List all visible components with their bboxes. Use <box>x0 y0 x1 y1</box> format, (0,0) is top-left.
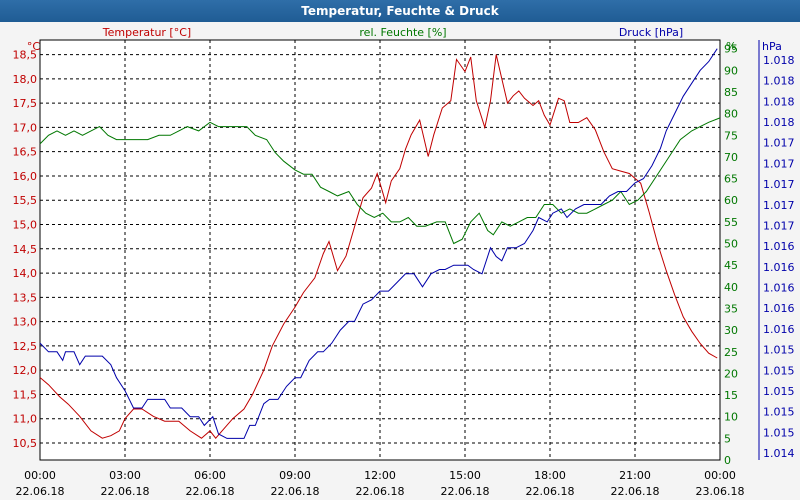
series-layer <box>39 48 721 439</box>
humidity-tick-label: 5 <box>724 432 731 445</box>
pressure-tick-label: 1.017 <box>763 219 795 232</box>
humidity-tick-label: 20 <box>724 367 738 380</box>
temp-tick-label: 18,0 <box>13 73 38 86</box>
pressure-tick-label: 1.018 <box>763 116 795 129</box>
x-tick-date: 22.06.18 <box>526 485 575 498</box>
x-tick-time: 15:00 <box>449 469 481 482</box>
humidity-tick-label: 40 <box>724 281 738 294</box>
humidity-tick-label: 10 <box>724 411 738 424</box>
legend-humidity: rel. Feuchte [%] <box>359 26 446 39</box>
temp-tick-label: 13,0 <box>13 316 38 329</box>
pressure-tick-label: 1.017 <box>763 178 795 191</box>
temp-tick-label: 16,5 <box>13 146 38 159</box>
series-line-humidity <box>39 117 721 245</box>
gridlines <box>40 40 720 460</box>
x-tick-time: 06:00 <box>194 469 226 482</box>
temp-tick-label: 18,5 <box>13 49 38 62</box>
humidity-tick-label: 0 <box>724 454 731 467</box>
x-tick-date: 22.06.18 <box>16 485 65 498</box>
humidity-tick-label: 15 <box>724 389 738 402</box>
pressure-tick-label: 1.018 <box>763 95 795 108</box>
pressure-tick-label: 1.016 <box>763 323 795 336</box>
x-tick-date: 22.06.18 <box>441 485 490 498</box>
humidity-tick-label: 80 <box>724 108 738 121</box>
temp-tick-label: 11,0 <box>13 413 38 426</box>
humidity-tick-label: 60 <box>724 194 738 207</box>
humidity-tick-label: 25 <box>724 346 738 359</box>
temp-unit: °C <box>27 40 41 53</box>
axis-labels: 00:00 22.06.18 03:00 22.06.18 06:00 22.06.18 0… <box>13 40 795 498</box>
x-tick-time: 21:00 <box>619 469 651 482</box>
humidity-tick-label: 65 <box>724 173 738 186</box>
legend-temperature: Temperatur [°C] <box>102 26 191 39</box>
chart: 00:00 22.06.18 03:00 22.06.18 06:00 22.06.18 0… <box>13 26 795 498</box>
humidity-tick-label: 90 <box>724 64 738 77</box>
temp-tick-label: 17,5 <box>13 97 38 110</box>
pressure-tick-label: 1.018 <box>763 54 795 67</box>
legend-pressure: Druck [hPa] <box>619 26 683 39</box>
temp-tick-label: 16,0 <box>13 170 38 183</box>
x-tick-time: 12:00 <box>364 469 396 482</box>
x-tick-date: 22.06.18 <box>611 485 660 498</box>
pressure-tick-label: 1.016 <box>763 282 795 295</box>
x-tick-date: 23.06.18 <box>696 485 745 498</box>
temp-tick-label: 14,0 <box>13 267 38 280</box>
pressure-tick-label: 1.017 <box>763 137 795 150</box>
x-tick-time: 18:00 <box>534 469 566 482</box>
humidity-tick-label: 95 <box>724 43 738 56</box>
pressure-tick-label: 1.014 <box>763 447 795 460</box>
x-tick-time: 00:00 <box>704 469 736 482</box>
temp-tick-label: 15,0 <box>13 219 38 232</box>
pressure-unit: hPa <box>762 40 782 53</box>
x-tick-date: 22.06.18 <box>271 485 320 498</box>
x-tick-time: 00:00 <box>24 469 56 482</box>
pressure-tick-label: 1.016 <box>763 261 795 274</box>
x-tick-time: 09:00 <box>279 469 311 482</box>
humidity-tick-label: 45 <box>724 259 738 272</box>
humidity-tick-label: 35 <box>724 302 738 315</box>
temp-tick-label: 11,5 <box>13 388 38 401</box>
pressure-tick-label: 1.017 <box>763 199 795 212</box>
humidity-tick-label: 50 <box>724 238 738 251</box>
series-line-temperature <box>39 54 718 439</box>
x-tick-date: 22.06.18 <box>186 485 235 498</box>
x-tick-time: 03:00 <box>109 469 141 482</box>
pressure-tick-label: 1.015 <box>763 364 795 377</box>
temp-tick-label: 12,0 <box>13 364 38 377</box>
pressure-tick-label: 1.018 <box>763 75 795 88</box>
temp-tick-label: 17,0 <box>13 121 38 134</box>
series-line-pressure <box>39 48 718 439</box>
x-tick-date: 22.06.18 <box>101 485 150 498</box>
temp-tick-label: 13,5 <box>13 291 38 304</box>
pressure-tick-label: 1.016 <box>763 240 795 253</box>
chart-title: Temperatur, Feuchte & Druck <box>0 0 800 22</box>
x-tick-date: 22.06.18 <box>356 485 405 498</box>
pressure-tick-label: 1.015 <box>763 406 795 419</box>
pressure-tick-label: 1.015 <box>763 426 795 439</box>
humidity-tick-label: 30 <box>724 324 738 337</box>
temp-tick-label: 15,5 <box>13 194 38 207</box>
pressure-tick-label: 1.015 <box>763 385 795 398</box>
humidity-tick-label: 75 <box>724 129 738 142</box>
pressure-tick-label: 1.017 <box>763 157 795 170</box>
humidity-tick-label: 85 <box>724 86 738 99</box>
temp-tick-label: 12,5 <box>13 340 38 353</box>
humidity-tick-label: 70 <box>724 151 738 164</box>
humidity-tick-label: 55 <box>724 216 738 229</box>
humidity-unit: % <box>726 40 736 53</box>
temp-tick-label: 10,5 <box>13 437 38 450</box>
pressure-tick-label: 1.016 <box>763 302 795 315</box>
pressure-tick-label: 1.015 <box>763 344 795 357</box>
temp-tick-label: 14,5 <box>13 243 38 256</box>
